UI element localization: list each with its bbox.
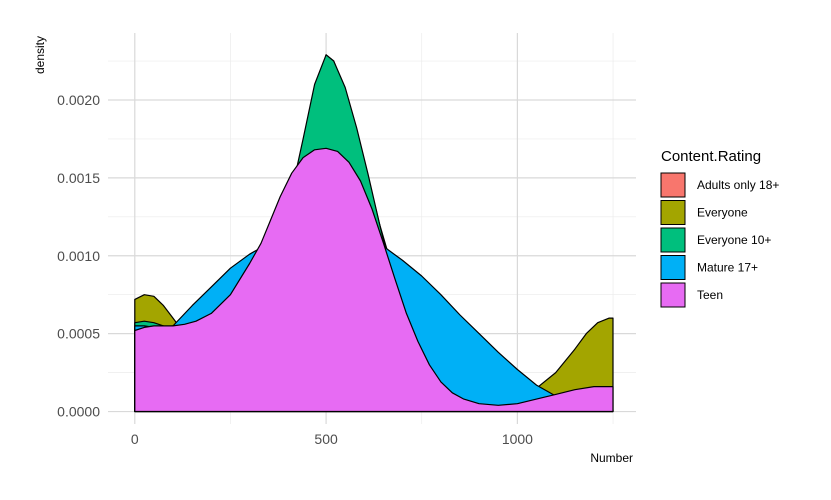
legend-swatch-mature-17 bbox=[660, 255, 686, 280]
legend-label-adults-only-18: Adults only 18+ bbox=[697, 178, 779, 192]
x-tick-label: 1000 bbox=[502, 431, 533, 447]
x-tick-label: 500 bbox=[314, 431, 338, 447]
density-areas bbox=[134, 54, 614, 413]
legend-label-everyone: Everyone bbox=[697, 206, 748, 220]
legend-label-everyone-10: Everyone 10+ bbox=[697, 233, 771, 247]
legend-swatch-teen bbox=[660, 282, 686, 308]
y-tick-label: 0.0000 bbox=[57, 404, 100, 420]
density-area-teen bbox=[134, 147, 614, 413]
x-axis-title: Number bbox=[590, 451, 633, 465]
y-tick-label: 0.0020 bbox=[57, 92, 100, 108]
legend-label-mature-17: Mature 17+ bbox=[697, 261, 758, 275]
y-tick-label: 0.0015 bbox=[57, 170, 100, 186]
legend-swatch-everyone-10 bbox=[660, 227, 686, 253]
x-tick-label: 0 bbox=[131, 431, 139, 447]
axis-tick-labels: 0.0000 0.0005 0.0010 0.0015 0.0020 0 500 1000 bbox=[57, 92, 533, 447]
legend-title: Content.Rating bbox=[661, 148, 761, 165]
y-tick-label: 0.0005 bbox=[57, 326, 100, 342]
legend-swatch-adults-only-18 bbox=[660, 172, 686, 198]
legend-swatch-everyone bbox=[660, 200, 686, 225]
legend: Content.Rating Adults only 18+ Everyone Ev… bbox=[660, 148, 779, 308]
y-tick-label: 0.0010 bbox=[57, 248, 100, 264]
legend-label-teen: Teen bbox=[697, 288, 723, 302]
y-axis-title: density bbox=[33, 36, 47, 74]
